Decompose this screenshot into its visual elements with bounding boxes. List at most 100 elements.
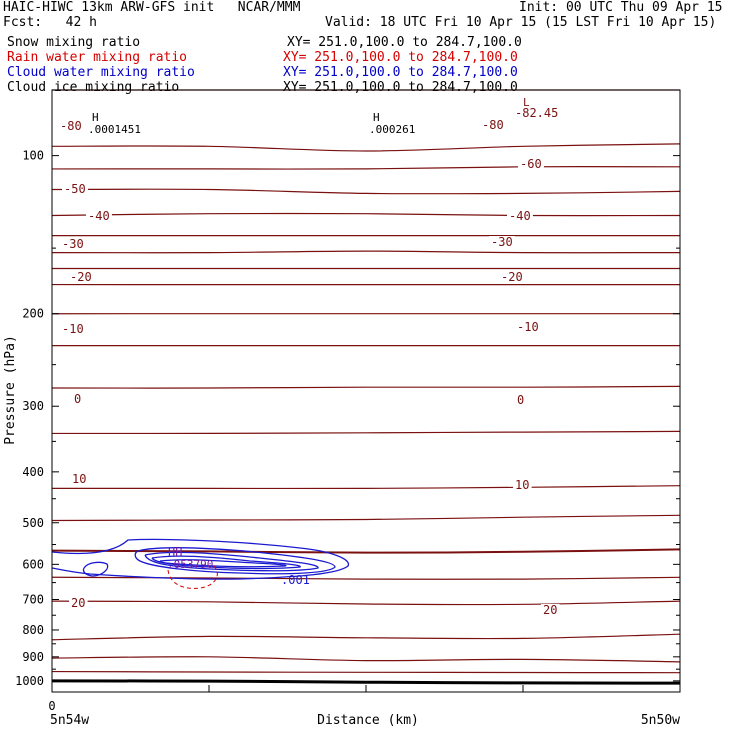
isotherm-0-15 [51,548,681,554]
isotherm-label-bg [515,321,541,333]
field-xy-rain: XY= 251.0,100.0 to 284.7,100.0 [283,50,518,65]
y-tick-label: 600 [22,557,44,571]
isotherm-label: -10 [62,322,84,336]
y-tick-label: 700 [22,593,44,607]
isotherm--20-12 [51,430,681,435]
isotherm-unlabeled-18 [51,633,681,641]
y-tick-label: 200 [22,307,44,321]
surface-pressure [51,679,681,685]
y-tick-label: 1000 [15,674,44,688]
isotherm-label: -40 [509,209,531,223]
extremum-marker-low: L [523,96,530,109]
plot-labels: -82.45-80 -80-60-50-40 -40-30 -30-20 -20-10-… [3,96,680,728]
y-tick-label: 800 [22,623,44,637]
y-tick-label: 400 [22,465,44,479]
isotherm--80-2 [51,166,681,170]
cloud-water-contour-2 [134,546,336,575]
isotherm--10-13 [51,485,681,490]
isotherm-label: -30 [491,235,513,249]
isotherm-label-bg [518,158,544,170]
isotherm-10-17 [51,600,681,606]
isotherm-label-bg [70,473,89,485]
isotherm-label-bg [513,479,532,491]
isotherm-label: 10 [515,478,529,492]
y-tick-label: 100 [22,149,44,163]
isotherm-label: 10 [72,472,86,486]
extremum-value: .0001451 [88,123,141,136]
valid-time: Valid: 18 UTC Fri 10 Apr 15 (15 LST Fri … [325,15,717,30]
rain-contour [167,565,218,589]
isotherm-label-bg [513,107,561,119]
isotherm-label: -20 [70,270,92,284]
isotherm-label-bg [507,210,533,222]
isotherm-label: -80 [60,119,82,133]
model-title: HAIC-HIWC 13km ARW-GFS init NCAR/MMM [3,0,301,15]
y-tick-label: 900 [22,650,44,664]
cloud-water-contour-5 [159,559,287,568]
isotherm-label: -40 [88,209,110,223]
isotherm-label: 20 [543,603,557,617]
y-tick-label: 300 [22,399,44,413]
isotherm-label: -80 [482,118,504,132]
field-label-cloud-water: Cloud water mixing ratio [7,65,195,80]
isotherm-label-bg [541,604,560,616]
isotherm-unlabeled-3 [51,188,681,195]
cloud-water-contour-4 [151,555,301,570]
isotherm-label: -50 [64,182,86,196]
isotherm-20-19 [51,656,681,663]
isotherm-label: -30 [62,237,84,251]
cloud-water-contour-1 [82,561,109,577]
isotherm-unlabeled-4 [51,212,681,217]
field-label-snow: Snow mixing ratio [7,35,141,50]
isotherm-unlabeled-1 [51,143,681,152]
cloud-water-contour-3 [144,551,319,572]
isotherm-label: -60 [520,157,542,171]
extremum-marker-high: HH [168,545,182,559]
isotherm-label-bg [58,120,84,132]
field-label-cloud-ice: Cloud ice mixing ratio [7,80,180,95]
extremum-marker-high: H [373,111,380,124]
isotherm-label-bg [62,183,88,195]
field-xy-snow: XY= 251.0,100.0 to 284.7,100.0 [287,35,522,50]
field-label-rain: Rain water mixing ratio [7,50,188,65]
isotherm-label-bg [60,238,86,250]
isotherm-label: -82.45 [515,106,558,120]
y-tick-label: 500 [22,516,44,530]
x-end-label-left: 5n54w [50,713,89,728]
isotherm-label-bg [72,393,84,405]
field-xy-cloud-water: XY= 251.0,100.0 to 284.7,100.0 [283,65,518,80]
isotherm-unlabeled-14 [51,514,681,522]
extremum-value: .053790 [167,558,213,571]
extremum-value: .000261 [369,123,415,136]
isotherm-label-bg [69,597,88,609]
isotherm--30-11 [51,385,681,389]
isotherm-unlabeled-20 [51,670,681,674]
isotherm-label: 20 [71,596,85,610]
isotherm-label-bg [60,323,86,335]
isotherm-label-bg [480,119,506,131]
surface-line [51,679,681,685]
forecast-hour: Fcst: 42 h [3,15,97,30]
isotherm-label-bg [515,394,527,406]
isotherm-label: -10 [517,320,539,334]
extremum-marker-high: H [92,111,99,124]
cloud-water-label: .001 [281,573,310,587]
init-time: Init: 00 UTC Thu 09 Apr 15 [519,0,723,15]
plot-frame [51,89,681,693]
isotherm-label-bg [86,210,112,222]
isotherm-unlabeled-6 [51,250,681,254]
temperature-contours [51,89,681,674]
isotherm-label-bg [499,271,525,283]
isotherm-label: 0 [517,393,524,407]
isotherm-label-bg [68,271,94,283]
y-axis-label: Pressure (hPa) [3,335,18,445]
x-end-label-right: 5n50w [641,713,680,728]
isotherm-label-bg [489,236,515,248]
isotherm-label: -20 [501,270,523,284]
cloud-water-contours [51,538,349,589]
isotherm-label: 0 [74,392,81,406]
field-xy-cloud-ice: XY= 251.0,100.0 to 284.7,100.0 [283,80,518,95]
x-axis-label: Distance (km) [317,713,419,728]
x-tick-label: 0 [48,699,55,713]
